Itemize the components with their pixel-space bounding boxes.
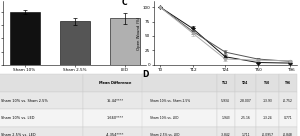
Bar: [110, 18, 140, 65]
Legend: Sham 10%, Sham 2.5%, LED: Sham 10%, Sham 2.5%, LED: [196, 82, 255, 89]
Text: C: C: [122, 0, 128, 7]
Text: D: D: [142, 70, 148, 79]
Bar: [60, 21, 90, 65]
Y-axis label: Open Wound (%): Open Wound (%): [137, 16, 141, 50]
Bar: [10, 12, 40, 65]
